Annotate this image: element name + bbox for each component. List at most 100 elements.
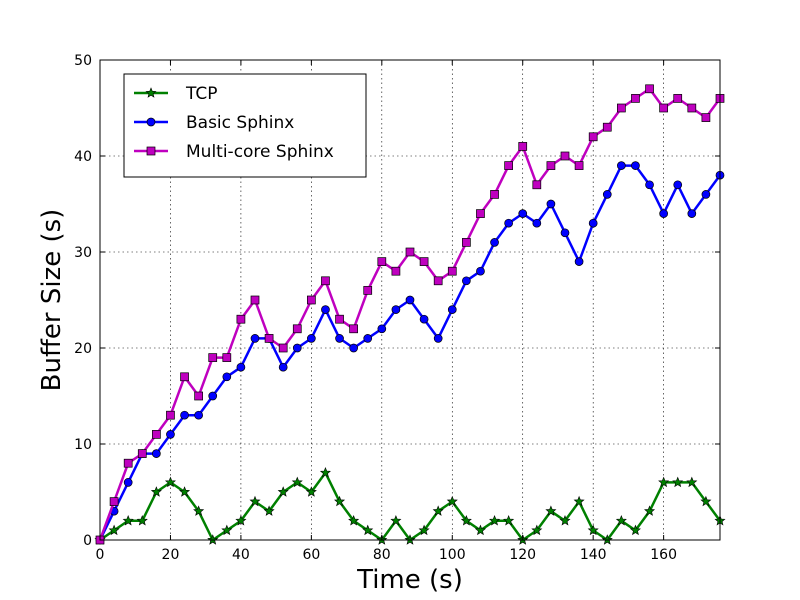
data-point-basic-sphinx — [123, 478, 133, 487]
data-point-tcp — [489, 514, 501, 526]
data-point-multi-core-sphinx — [631, 94, 640, 103]
legend-box — [123, 73, 367, 178]
plot-frame — [99, 59, 721, 541]
data-point-basic-sphinx — [391, 305, 401, 314]
series-layer — [94, 84, 726, 545]
legend-item-multi-core-sphinx: Multi-core Sphinx — [134, 142, 334, 162]
data-point-basic-sphinx — [349, 343, 358, 353]
data-point-multi-core-sphinx — [546, 161, 556, 170]
data-point-multi-core-sphinx — [391, 266, 401, 276]
data-point-basic-sphinx — [363, 334, 373, 343]
data-point-basic-sphinx — [673, 180, 683, 190]
x-tick-label: 140 — [580, 547, 607, 563]
data-point-multi-core-sphinx — [532, 180, 542, 190]
data-point-multi-core-sphinx — [433, 276, 443, 286]
data-point-basic-sphinx — [574, 257, 584, 266]
data-point-basic-sphinx — [476, 266, 485, 276]
data-point-basic-sphinx — [419, 314, 429, 324]
data-point-tcp — [235, 514, 247, 526]
data-point-basic-sphinx — [701, 190, 711, 199]
data-point-multi-core-sphinx — [504, 161, 513, 170]
data-point-multi-core-sphinx — [278, 343, 288, 353]
y-tick-label: 20 — [74, 341, 92, 357]
data-point-tcp — [629, 524, 641, 536]
y-tick-label: 0 — [83, 533, 92, 549]
data-point-basic-sphinx — [278, 362, 288, 372]
data-point-basic-sphinx — [433, 334, 443, 343]
data-point-multi-core-sphinx — [250, 295, 260, 305]
data-point-multi-core-sphinx — [462, 238, 471, 247]
legend-label-basic-sphinx: Basic Sphinx — [186, 113, 294, 133]
data-point-basic-sphinx — [532, 218, 542, 228]
data-point-multi-core-sphinx — [166, 410, 175, 420]
data-point-basic-sphinx — [307, 334, 316, 343]
data-point-tcp — [503, 514, 515, 526]
ticks: 0 20 40 60 80 100 120 140 160 0 10 20 30 40 50 — [74, 53, 720, 563]
data-point-tcp — [615, 514, 627, 526]
data-point-basic-sphinx — [617, 161, 626, 170]
data-point-tcp — [390, 514, 402, 526]
y-axis-label: Buffer Size (s) — [37, 209, 67, 392]
x-tick-label: 0 — [96, 547, 105, 563]
data-point-multi-core-sphinx — [307, 295, 316, 305]
x-tick-label: 100 — [439, 547, 466, 563]
data-point-basic-sphinx — [166, 430, 175, 439]
data-point-tcp — [249, 495, 261, 507]
data-point-basic-sphinx — [645, 180, 654, 190]
data-point-multi-core-sphinx — [476, 209, 485, 218]
data-point-multi-core-sphinx — [687, 103, 697, 113]
y-tick-label: 10 — [74, 437, 92, 453]
data-point-multi-core-sphinx — [602, 122, 612, 132]
data-point-multi-core-sphinx — [292, 324, 302, 334]
legend-marker-basic-sphinx — [146, 117, 156, 127]
data-point-tcp — [686, 476, 698, 488]
x-tick-label: 160 — [650, 547, 677, 563]
data-point-basic-sphinx — [490, 238, 499, 247]
data-point-tcp — [446, 495, 458, 507]
data-point-multi-core-sphinx — [236, 314, 246, 324]
data-point-tcp — [150, 486, 162, 497]
data-point-multi-core-sphinx — [264, 334, 274, 343]
data-point-tcp — [644, 505, 656, 516]
data-point-basic-sphinx — [504, 218, 513, 228]
data-point-basic-sphinx — [518, 209, 528, 218]
data-point-tcp — [193, 505, 205, 516]
data-point-basic-sphinx — [659, 209, 668, 218]
data-point-multi-core-sphinx — [377, 257, 387, 266]
x-tick-label: 120 — [509, 547, 536, 563]
legend-item-tcp: TCP — [134, 84, 218, 104]
data-point-multi-core-sphinx — [180, 372, 189, 382]
data-point-tcp — [334, 495, 346, 507]
data-point-multi-core-sphinx — [574, 161, 584, 170]
data-point-multi-core-sphinx — [208, 353, 218, 362]
data-point-multi-core-sphinx — [617, 103, 626, 113]
data-point-basic-sphinx — [560, 228, 570, 238]
data-point-tcp — [263, 505, 275, 516]
data-point-tcp — [122, 514, 134, 526]
data-point-basic-sphinx — [447, 305, 457, 314]
data-point-basic-sphinx — [250, 334, 260, 343]
data-point-multi-core-sphinx — [349, 324, 358, 334]
data-point-tcp — [432, 505, 444, 516]
data-point-tcp — [108, 524, 120, 536]
data-point-multi-core-sphinx — [447, 266, 457, 276]
x-axis-label: Time (s) — [356, 565, 463, 595]
data-point-basic-sphinx — [222, 372, 232, 382]
data-point-basic-sphinx — [687, 209, 697, 218]
data-point-tcp — [319, 466, 331, 478]
data-point-basic-sphinx — [152, 449, 161, 458]
y-tick-label: 50 — [74, 53, 92, 69]
data-point-basic-sphinx — [546, 199, 556, 209]
data-point-multi-core-sphinx — [645, 84, 654, 94]
data-point-multi-core-sphinx — [518, 142, 528, 151]
data-point-tcp — [136, 514, 148, 526]
data-point-multi-core-sphinx — [560, 151, 570, 161]
data-point-multi-core-sphinx — [363, 286, 373, 295]
legend-item-basic-sphinx: Basic Sphinx — [134, 113, 294, 133]
legend-marker-multi-core-sphinx — [146, 146, 156, 156]
data-point-basic-sphinx — [588, 218, 598, 228]
data-point-multi-core-sphinx — [419, 257, 429, 266]
data-point-multi-core-sphinx — [335, 314, 344, 324]
data-point-multi-core-sphinx — [109, 497, 119, 506]
data-point-multi-core-sphinx — [659, 103, 668, 113]
